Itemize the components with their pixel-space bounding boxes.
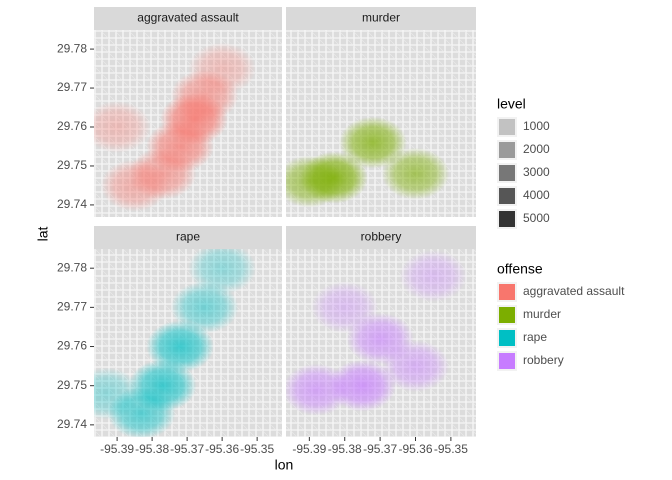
x-tick-label: -95.38: [135, 442, 169, 456]
y-tick-label: 29.75: [57, 378, 87, 392]
legend-swatch: [499, 284, 515, 300]
density-blob: [310, 281, 379, 334]
y-tick-label: 29.74: [57, 417, 87, 431]
legend-swatch: [499, 353, 515, 369]
y-tick-label: 29.78: [57, 260, 87, 274]
legend-label: 5000: [523, 211, 550, 225]
x-tick-label: -95.37: [363, 442, 397, 456]
density-blob: [94, 101, 152, 153]
y-tick-label: 29.75: [57, 158, 87, 172]
density-blob: [146, 320, 215, 373]
x-axis-title: lon: [275, 457, 294, 473]
density-blob: [188, 42, 257, 95]
density-layer: [286, 250, 468, 416]
density-layer: [94, 42, 257, 212]
facet-label: murder: [362, 11, 400, 25]
x-tick-label: -95.35: [434, 442, 468, 456]
legend-label: 4000: [523, 188, 550, 202]
legend-title: offense: [497, 261, 543, 277]
y-tick-label: 29.76: [57, 339, 87, 353]
legend-label: 1000: [523, 119, 550, 133]
x-tick-label: -95.36: [205, 442, 239, 456]
legend-swatch: [499, 165, 515, 181]
legend-title: level: [497, 96, 526, 112]
density-blob: [339, 116, 408, 169]
facet-label: rape: [176, 230, 200, 244]
facet-strip: [94, 226, 282, 249]
density-blob: [381, 147, 450, 200]
density-blob: [170, 281, 239, 334]
facet-strip: [286, 7, 476, 30]
legend-label: rape: [523, 330, 547, 344]
facet-label: robbery: [361, 230, 402, 244]
legend-label: 3000: [523, 165, 550, 179]
density-blob: [94, 367, 141, 420]
x-tick-label: -95.39: [292, 442, 326, 456]
legend-swatch: [499, 119, 515, 135]
density-blob: [286, 363, 351, 416]
legend-swatch: [499, 211, 515, 227]
x-tick-label: -95.39: [100, 442, 134, 456]
y-axis-title: lat: [35, 227, 51, 242]
y-tick-label: 29.74: [57, 197, 87, 211]
legend-swatch: [499, 307, 515, 323]
legend-swatch: [499, 142, 515, 158]
legend-label: murder: [523, 307, 561, 321]
y-tick-label: 29.76: [57, 119, 87, 133]
facet-label: aggravated assault: [137, 11, 239, 25]
x-tick-label: -95.37: [170, 442, 204, 456]
density-blob: [188, 249, 257, 295]
density-layer: [286, 116, 450, 208]
density-blob: [100, 159, 169, 212]
density-layer: [94, 249, 257, 437]
x-tick-label: -95.38: [328, 442, 362, 456]
legend-swatch: [499, 188, 515, 204]
y-tick-label: 29.77: [57, 300, 87, 314]
x-tick-label: -95.35: [240, 442, 274, 456]
legend-label: 2000: [523, 142, 550, 156]
facet-strip: [94, 7, 282, 30]
y-tick-label: 29.77: [57, 80, 87, 94]
facet-strip: [286, 226, 476, 249]
x-tick-label: -95.36: [398, 442, 432, 456]
legend-label: robbery: [523, 353, 564, 367]
legend-swatch: [499, 330, 515, 346]
y-tick-label: 29.78: [57, 41, 87, 55]
legend-label: aggravated assault: [523, 284, 625, 298]
density-blob: [399, 250, 468, 303]
density-blob: [381, 340, 450, 393]
density-blob: [286, 155, 344, 208]
